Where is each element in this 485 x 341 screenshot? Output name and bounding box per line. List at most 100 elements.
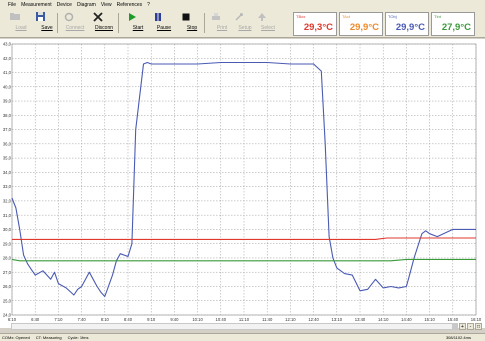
x-tick-label: 15:40 (448, 317, 459, 322)
menu-diagram[interactable]: Diagram (76, 1, 96, 8)
y-tick-label: 30,0 (3, 227, 12, 232)
y-tick-label: 26,0 (3, 284, 12, 289)
y-tick-label: 24,0 (3, 313, 12, 318)
y-tick-label: 35,0 (3, 156, 12, 161)
menu-device[interactable]: Device (56, 1, 72, 8)
readout-value: 29,3°C (303, 22, 333, 33)
readout-value: 29,9°C (349, 22, 379, 33)
readout-label: TBox (296, 14, 306, 19)
y-tick-label: 37,0 (3, 127, 12, 132)
readout-label: TAct (342, 14, 350, 19)
x-tick-label: 8:10 (101, 317, 110, 322)
x-tick-label: 11:40 (262, 317, 273, 322)
pause-button[interactable]: Pause (153, 12, 175, 34)
x-tick-label: 6:10 (8, 317, 17, 322)
y-tick-label: 32,0 (3, 198, 12, 203)
status-mode: CT: Measuring (35, 335, 62, 340)
menu-references[interactable]: References (116, 1, 143, 8)
toolbar-separator (204, 13, 205, 33)
x-tick-label: 14:40 (401, 317, 412, 322)
button-label: Save (41, 25, 53, 31)
setup-icon (235, 13, 250, 23)
stop-button[interactable]: Stop (181, 12, 203, 34)
series-line-0 (11, 61, 476, 298)
y-tick-label: 29,0 (3, 241, 12, 246)
menu-view[interactable]: View (100, 1, 112, 8)
disconnect-icon (93, 12, 109, 23)
menu-bar: File Measurement Device Diagram View Referenc… (0, 0, 485, 9)
x-tick-label: 9:10 (147, 317, 156, 322)
y-tick-label: 41,0 (3, 70, 12, 75)
x-tick-label: 7:40 (78, 317, 87, 322)
button-label: Stop (186, 25, 198, 31)
button-label: Connect (65, 25, 85, 31)
folder-icon (10, 13, 26, 23)
button-label: Select (261, 25, 275, 31)
x-tick-label: 8:40 (124, 317, 133, 322)
x-tick-label: 13:10 (332, 317, 343, 322)
stop-icon (182, 13, 197, 23)
status-bar: COMx: Opened CT: Measuring Cycle: 1fms 3… (0, 333, 485, 341)
x-tick-label: 12:10 (285, 317, 296, 322)
button-label: Start (132, 25, 144, 31)
toolbar-separator (118, 13, 119, 33)
x-tick-label: 7:10 (54, 317, 63, 322)
y-tick-label: 33,0 (3, 184, 12, 189)
zoom-fit-button[interactable]: □ (475, 323, 482, 330)
button-label: Print (216, 25, 228, 31)
status-right: 308/1102.4ms (445, 335, 471, 340)
readout-value: 29,9°C (395, 22, 425, 33)
x-tick-label: 6:40 (31, 317, 40, 322)
x-tick-label: 10:40 (216, 317, 227, 322)
series-line-2 (11, 258, 476, 262)
select-icon (258, 13, 273, 23)
select-button[interactable]: Select (257, 12, 279, 34)
y-tick-label: 31,0 (3, 213, 12, 218)
y-tick-label: 40,0 (3, 84, 12, 89)
button-label: Setup (238, 25, 252, 31)
toolbar: Load Save Connect Disconn Start Pause Stop Prin… (0, 9, 485, 38)
status-cycle: Cycle: 1fms (67, 335, 89, 340)
print-button[interactable]: Print (211, 12, 233, 34)
readout-tobj: TObj 29,9°C (385, 12, 429, 36)
menu-[interactable]: ? (147, 1, 150, 8)
zoom-out-button[interactable]: - (467, 323, 474, 330)
pause-icon (155, 13, 169, 23)
readout-value: 27,9°C (441, 22, 471, 33)
print-icon (212, 13, 227, 23)
y-tick-label: 36,0 (3, 141, 12, 146)
horizontal-scrollbar[interactable] (11, 323, 458, 330)
menu-measurement[interactable]: Measurement (21, 1, 52, 8)
readout-tint: TInt 27,9°C (431, 12, 475, 36)
button-label: Disconn (94, 25, 114, 31)
temperature-chart: 43,0 42,0 41,0 40,0 39,0 38,0 37,0 36,0 35,0 34,0… (3, 42, 482, 322)
setup-button[interactable]: Setup (234, 12, 256, 34)
x-tick-label: 16:10 (471, 317, 482, 322)
y-tick-label: 34,0 (3, 170, 12, 175)
x-tick-label: 13:40 (355, 317, 366, 322)
series-line-1 (12, 237, 476, 240)
button-label: Pause (156, 25, 172, 31)
readout-tact: TAct 29,9°C (339, 12, 383, 36)
button-label: Load (15, 25, 27, 31)
load-button[interactable]: Load (10, 12, 32, 34)
connect-icon (64, 12, 80, 23)
x-tick-label: 12:40 (308, 317, 319, 322)
x-tick-label: 15:10 (424, 317, 435, 322)
start-button[interactable]: Start (127, 12, 149, 34)
save-button[interactable]: Save (36, 12, 58, 34)
status-com: COMx: Opened (2, 335, 30, 340)
x-tick-label: 14:10 (378, 317, 389, 322)
connect-button[interactable]: Connect (64, 12, 86, 34)
readout-label: TInt (434, 14, 441, 19)
disconn-button[interactable]: Disconn (93, 12, 115, 34)
zoom-in-button[interactable]: + (459, 323, 466, 330)
toolbar-separator (57, 13, 58, 33)
x-tick-label: 11:10 (239, 317, 250, 322)
readout-tbox: TBox 29,3°C (293, 12, 337, 36)
save-icon (36, 12, 52, 23)
y-tick-label: 38,0 (3, 113, 12, 118)
y-tick-label: 27,0 (3, 270, 12, 275)
scrollbar-thumb[interactable] (452, 324, 457, 329)
menu-file[interactable]: File (8, 1, 17, 8)
